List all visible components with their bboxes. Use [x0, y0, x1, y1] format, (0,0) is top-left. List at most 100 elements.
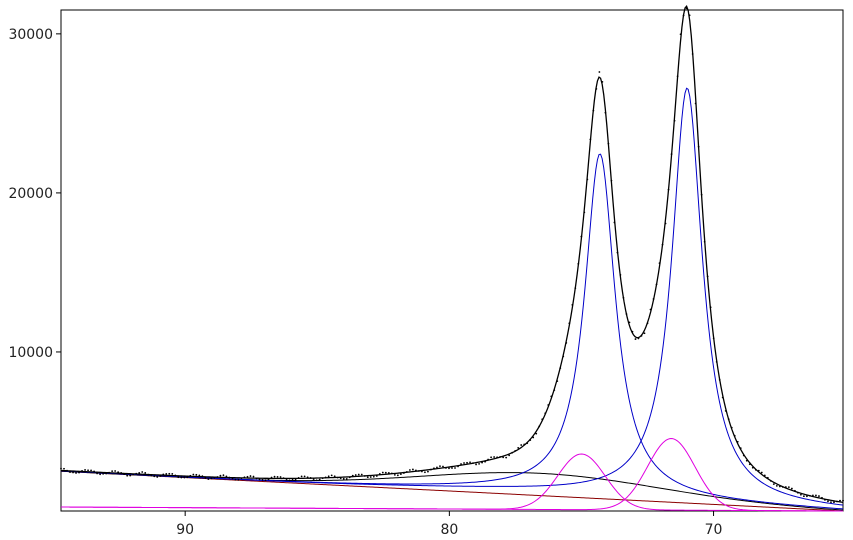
data-point: [165, 473, 168, 475]
data-point: [303, 475, 306, 478]
data-point: [757, 469, 760, 472]
plot-frame: [60, 9, 844, 512]
data-point: [222, 474, 225, 477]
data-point: [120, 472, 123, 474]
data-point: [484, 460, 486, 463]
data-point: [78, 471, 80, 474]
data-point: [330, 474, 333, 477]
data-point: [616, 251, 619, 254]
data-point: [517, 447, 520, 449]
data-point: [511, 451, 514, 454]
data-point: [502, 456, 505, 459]
data-point: [348, 476, 351, 479]
data-point: [213, 476, 216, 479]
data-point: [201, 475, 204, 478]
data-point: [499, 455, 502, 458]
data-point: [487, 458, 489, 461]
data-point: [366, 476, 369, 479]
data-point: [387, 472, 390, 474]
data-point: [815, 494, 817, 497]
data-point: [523, 443, 526, 446]
data-point: [69, 471, 71, 473]
data-point: [102, 472, 105, 475]
data-point: [402, 472, 405, 474]
data-point: [75, 472, 77, 474]
data-point: [751, 466, 754, 469]
data-point: [282, 477, 285, 480]
data-point: [661, 243, 664, 246]
data-point: [237, 478, 240, 481]
data-point: [93, 470, 95, 473]
data-point: [276, 475, 279, 478]
data-point: [117, 471, 120, 474]
data-point: [839, 499, 841, 502]
data-point: [505, 456, 508, 459]
data-point: [577, 262, 580, 265]
data-point: [601, 80, 604, 83]
data-point: [60, 467, 62, 470]
x-tick-label-70: 70: [705, 522, 723, 538]
data-point: [415, 469, 417, 472]
data-point: [279, 476, 282, 478]
data-point: [466, 461, 468, 464]
data-point: [418, 470, 420, 472]
data-point: [742, 454, 745, 457]
data-point: [153, 475, 156, 478]
data-point: [658, 262, 661, 265]
data-point: [126, 474, 129, 477]
data-point: [393, 473, 396, 476]
data-point: [216, 476, 219, 478]
data-point: [763, 474, 766, 477]
data-point: [664, 222, 667, 225]
data-point: [159, 475, 162, 477]
data-point: [646, 322, 649, 325]
data-point: [312, 478, 315, 481]
data-point: [712, 337, 715, 340]
data-point: [96, 472, 98, 475]
peak-component-line-1: [60, 153, 844, 510]
data-point: [541, 418, 544, 421]
data-point: [842, 499, 844, 502]
data-point: [333, 475, 336, 478]
data-point: [745, 459, 748, 462]
data-point: [691, 53, 694, 55]
data-point: [806, 495, 808, 498]
data-point: [727, 418, 730, 421]
data-point: [803, 495, 805, 498]
data-point: [571, 303, 574, 306]
data-point: [90, 469, 92, 472]
data-point: [538, 425, 541, 428]
data-point: [718, 378, 721, 381]
data-point: [634, 338, 637, 340]
data-point: [99, 473, 101, 476]
data-point: [775, 484, 778, 487]
data-point: [604, 111, 607, 114]
data-point: [129, 474, 132, 477]
chart-plot-group: 90 80 70 10000 20000 30000: [8, 4, 844, 538]
data-point: [264, 479, 267, 482]
data-point: [472, 462, 474, 465]
data-point: [478, 462, 480, 465]
data-point: [396, 474, 399, 477]
data-point: [694, 102, 697, 105]
data-point: [183, 476, 186, 479]
data-point: [721, 396, 724, 399]
data-point: [787, 486, 790, 489]
peak-component-line-2: [60, 87, 844, 506]
data-point: [375, 475, 378, 477]
data-point: [703, 240, 706, 243]
data-point: [144, 472, 147, 474]
y-axis: 10000 20000 30000: [8, 27, 61, 361]
data-point: [809, 494, 811, 497]
data-point: [270, 476, 273, 479]
data-point: [460, 463, 462, 465]
data-point: [580, 235, 583, 238]
data-point: [384, 471, 387, 474]
data-point: [544, 412, 547, 415]
data-point: [613, 221, 616, 224]
data-point: [421, 470, 423, 473]
data-point: [565, 342, 568, 344]
data-point: [688, 14, 691, 17]
data-point: [363, 475, 366, 477]
